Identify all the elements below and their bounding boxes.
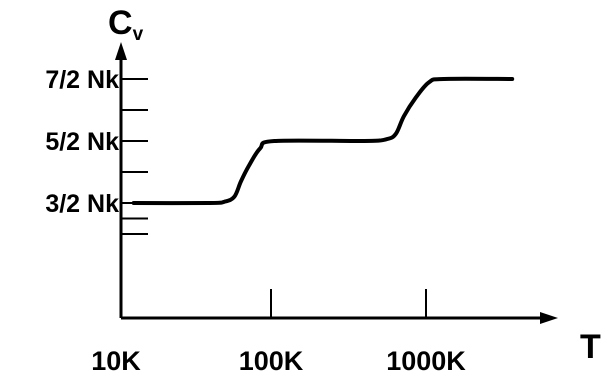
y-axis-title-subscript: v <box>133 24 144 45</box>
axis-ticks <box>121 78 427 318</box>
data-series <box>131 76 515 206</box>
cv-curve <box>131 76 515 206</box>
x-axis-title: T <box>580 328 601 366</box>
x-tick-label: 10K <box>91 346 141 376</box>
axis-labels: 3/2 Nk 5/2 Nk 7/2 Nk 10K 100K 1000K Cv T <box>45 4 601 376</box>
y-tick-label: 5/2 Nk <box>45 128 119 156</box>
y-tick-label: 7/2 Nk <box>45 66 119 94</box>
x-tick-label: 1000K <box>386 346 466 376</box>
x-axis-arrowhead <box>540 312 558 324</box>
x-tick-label: 100K <box>239 346 304 376</box>
y-tick-label: 3/2 Nk <box>45 190 119 218</box>
y-axis-title-main: C <box>108 4 133 42</box>
axes <box>115 42 558 324</box>
y-axis-title: Cv <box>108 4 144 45</box>
y-axis-arrowhead <box>115 42 127 60</box>
